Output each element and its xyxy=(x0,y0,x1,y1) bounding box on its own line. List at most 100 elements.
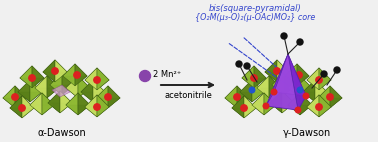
Polygon shape xyxy=(50,73,62,95)
Polygon shape xyxy=(285,64,297,86)
Polygon shape xyxy=(307,68,319,90)
Polygon shape xyxy=(85,68,109,80)
Polygon shape xyxy=(240,80,252,102)
Polygon shape xyxy=(43,60,55,82)
Polygon shape xyxy=(242,78,266,88)
Polygon shape xyxy=(85,95,97,117)
Circle shape xyxy=(29,75,35,81)
Polygon shape xyxy=(22,96,34,118)
Polygon shape xyxy=(300,76,312,98)
Polygon shape xyxy=(266,54,288,106)
Circle shape xyxy=(316,77,322,83)
Polygon shape xyxy=(3,86,15,108)
Polygon shape xyxy=(66,76,90,88)
Polygon shape xyxy=(48,91,72,103)
Circle shape xyxy=(274,68,280,74)
Circle shape xyxy=(334,67,340,73)
Polygon shape xyxy=(97,68,109,90)
Polygon shape xyxy=(266,92,306,110)
Polygon shape xyxy=(20,66,44,78)
Polygon shape xyxy=(225,98,249,108)
Polygon shape xyxy=(257,76,281,88)
Text: 2 Mn²⁺: 2 Mn²⁺ xyxy=(153,69,181,79)
Polygon shape xyxy=(81,92,105,102)
Circle shape xyxy=(249,87,255,93)
Polygon shape xyxy=(66,105,90,115)
Polygon shape xyxy=(266,54,298,110)
Polygon shape xyxy=(10,96,34,108)
Polygon shape xyxy=(52,85,70,97)
Polygon shape xyxy=(297,64,309,86)
Polygon shape xyxy=(288,93,300,115)
Text: {O₂M(μ₃-O)₂(μ-OAc)MO₂} core: {O₂M(μ₃-O)₂(μ-OAc)MO₂} core xyxy=(195,13,315,22)
Polygon shape xyxy=(62,73,74,95)
Polygon shape xyxy=(85,80,109,90)
Polygon shape xyxy=(43,72,67,82)
Polygon shape xyxy=(315,80,327,102)
Polygon shape xyxy=(257,76,269,98)
Text: bis(square-pyramidal): bis(square-pyramidal) xyxy=(209,4,301,13)
Polygon shape xyxy=(18,92,42,102)
Polygon shape xyxy=(284,73,296,95)
Polygon shape xyxy=(97,95,109,117)
Polygon shape xyxy=(252,93,276,105)
Polygon shape xyxy=(48,91,60,113)
Polygon shape xyxy=(285,64,309,76)
Polygon shape xyxy=(55,60,67,82)
Polygon shape xyxy=(30,93,42,115)
Polygon shape xyxy=(319,68,331,90)
Text: acetonitrile: acetonitrile xyxy=(164,91,212,101)
Polygon shape xyxy=(300,93,312,115)
Polygon shape xyxy=(307,95,331,107)
Circle shape xyxy=(303,93,309,99)
Circle shape xyxy=(295,107,301,113)
Polygon shape xyxy=(265,72,289,82)
Polygon shape xyxy=(240,80,264,92)
Circle shape xyxy=(244,63,250,69)
Circle shape xyxy=(105,94,111,100)
Polygon shape xyxy=(252,105,276,115)
Polygon shape xyxy=(18,80,30,102)
Polygon shape xyxy=(10,96,22,118)
Polygon shape xyxy=(10,108,34,118)
Polygon shape xyxy=(282,91,294,113)
Polygon shape xyxy=(242,66,254,88)
Polygon shape xyxy=(20,78,44,88)
Polygon shape xyxy=(96,86,108,108)
Polygon shape xyxy=(63,64,87,76)
Polygon shape xyxy=(66,93,78,115)
Polygon shape xyxy=(63,76,87,86)
Polygon shape xyxy=(272,73,296,85)
Polygon shape xyxy=(18,80,42,92)
Polygon shape xyxy=(96,86,120,98)
Circle shape xyxy=(296,72,302,78)
Polygon shape xyxy=(66,93,90,105)
Polygon shape xyxy=(96,98,120,108)
Circle shape xyxy=(241,105,247,111)
Polygon shape xyxy=(254,66,266,88)
Polygon shape xyxy=(318,98,342,108)
Polygon shape xyxy=(285,76,309,86)
Polygon shape xyxy=(232,108,256,118)
Circle shape xyxy=(297,39,303,45)
Polygon shape xyxy=(252,80,264,102)
Circle shape xyxy=(12,94,18,100)
Polygon shape xyxy=(32,66,44,88)
Polygon shape xyxy=(242,66,266,78)
Circle shape xyxy=(297,87,303,93)
Circle shape xyxy=(281,33,287,39)
Polygon shape xyxy=(225,86,237,108)
Circle shape xyxy=(316,104,322,110)
Polygon shape xyxy=(330,86,342,108)
Circle shape xyxy=(234,94,240,100)
Polygon shape xyxy=(269,76,281,98)
Polygon shape xyxy=(303,80,315,102)
Circle shape xyxy=(271,89,277,95)
Polygon shape xyxy=(265,60,277,82)
Polygon shape xyxy=(35,76,47,98)
Polygon shape xyxy=(85,95,109,107)
Polygon shape xyxy=(288,93,312,105)
Polygon shape xyxy=(35,76,59,88)
Polygon shape xyxy=(85,68,97,90)
Polygon shape xyxy=(60,91,72,113)
